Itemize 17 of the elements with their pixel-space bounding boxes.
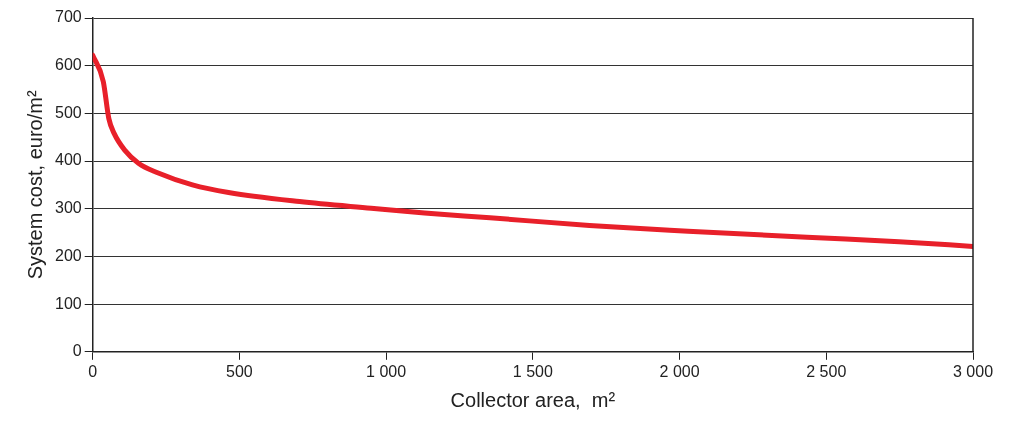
- x-tick-label: 2 000: [659, 362, 700, 380]
- y-tick-label: 100: [54, 294, 82, 312]
- y-tick-label: 700: [54, 8, 82, 26]
- y-tick-label: 600: [54, 56, 82, 74]
- y-tick-label: 400: [54, 151, 82, 169]
- y-tick-label: 200: [54, 246, 82, 264]
- x-tick-label: 0: [88, 362, 98, 380]
- y-tick-label: 300: [54, 199, 82, 217]
- x-tick-label: 1 000: [366, 362, 407, 380]
- x-axis-title: Collector area, m²: [450, 388, 616, 411]
- y-axis-title: System cost, euro/m²: [23, 90, 46, 280]
- y-tick-label: 500: [54, 103, 82, 121]
- x-tick-label: 3 000: [952, 362, 994, 380]
- y-tick-label: 0: [72, 342, 82, 360]
- x-tick-label: 500: [226, 362, 253, 380]
- x-tick-label: 2 500: [806, 362, 847, 380]
- x-tick-label: 1 500: [512, 362, 553, 380]
